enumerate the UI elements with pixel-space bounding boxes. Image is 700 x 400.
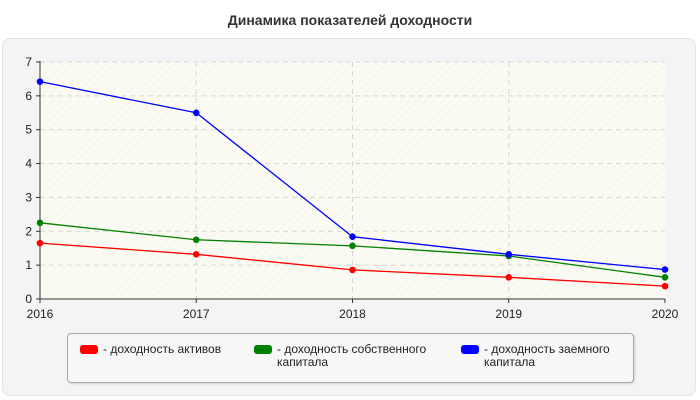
data-point-2 (192, 109, 200, 117)
x-tick-label: 2016 (27, 307, 54, 321)
y-tick-label: 7 (25, 55, 32, 69)
data-point-0 (349, 266, 356, 274)
legend-swatch-assets (80, 345, 98, 354)
x-tick-label: 2020 (652, 307, 679, 321)
legend-item-equity: - доходность собственного капитала (254, 343, 454, 369)
data-point-2 (505, 251, 513, 258)
data-point-1 (192, 236, 200, 244)
chart-title: Динамика показателей доходности (227, 12, 473, 28)
x-tick-label: 2017 (183, 307, 210, 321)
data-point-1 (36, 219, 44, 227)
grid (40, 61, 665, 299)
x-tick-label: 2019 (495, 307, 522, 321)
data-point-2 (36, 78, 44, 85)
legend-swatch-equity (254, 345, 272, 354)
legend-label-assets: - доходность активов (103, 342, 222, 356)
x-tick-label: 2018 (339, 307, 366, 321)
data-point-0 (661, 282, 669, 290)
series (36, 78, 669, 290)
legend-label-equity: - доходность собственного капитала (277, 342, 427, 369)
legend-swatch-debt (461, 345, 479, 354)
y-tick-label: 2 (25, 224, 32, 238)
y-tick-label: 3 (25, 190, 32, 204)
data-point-2 (349, 233, 356, 241)
data-point-0 (505, 274, 513, 281)
data-point-0 (36, 239, 44, 247)
y-tick-label: 1 (25, 258, 32, 272)
legend-item-assets: - доходность активов (80, 343, 221, 356)
legend-item-debt: - доходность заемного капитала (461, 343, 631, 369)
y-tick-label: 6 (25, 89, 32, 103)
data-point-2 (661, 266, 669, 273)
data-point-1 (661, 274, 669, 281)
data-point-1 (349, 242, 356, 250)
axes: 0 1 2 3 4 5 6 7 2016 2017 2018 2019 2020 (25, 55, 678, 321)
y-tick-label: 5 (25, 123, 32, 137)
y-tick-label: 4 (25, 157, 32, 171)
data-point-0 (192, 251, 200, 258)
legend-label-debt: - доходность заемного капитала (484, 342, 610, 369)
y-tick-label: 0 (25, 292, 32, 306)
legend: - доходность активов - доходность собств… (67, 333, 634, 383)
